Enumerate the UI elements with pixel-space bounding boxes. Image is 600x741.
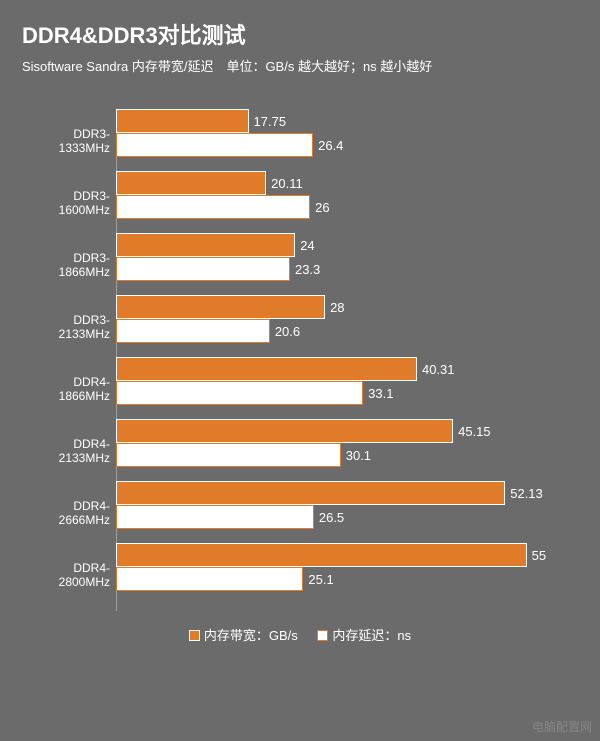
category-label: DDR4-2666MHz [22, 499, 110, 527]
plot-area: DDR3-1333MHz17.7526.4 DDR3-1600MHz20.1126… [116, 109, 564, 591]
bar-value-label: 24 [294, 234, 314, 258]
bar-group: DDR4-2666MHz52.1326.5 [116, 481, 564, 529]
legend: 内存带宽：GB/s 内存延迟：ns [22, 625, 578, 644]
bar-latency: 26.5 [116, 505, 314, 529]
legend-item-bandwidth: 内存带宽：GB/s [189, 625, 298, 644]
chart-title: DDR4&DDR3对比测试 [22, 18, 578, 50]
category-label: DDR3-1866MHz [22, 251, 110, 279]
chart-subtitle: Sisoftware Sandra 内存带宽/延迟 单位：GB/s 越大越好；n… [22, 56, 578, 75]
category-label: DDR4-2133MHz [22, 437, 110, 465]
category-label: DDR3-2133MHz [22, 313, 110, 341]
legend-label-bandwidth: 内存带宽：GB/s [204, 628, 298, 643]
legend-swatch-bandwidth [189, 630, 200, 641]
bar-value-label: 20.11 [265, 172, 303, 196]
bar-latency: 20.6 [116, 319, 270, 343]
bar-bandwidth: 52.13 [116, 481, 505, 505]
bar-latency: 26 [116, 195, 310, 219]
watermark: 电脑配置网 [532, 718, 592, 735]
legend-item-latency: 内存延迟：ns [317, 625, 411, 644]
bar-group: DDR4-2800MHz5525.1 [116, 543, 564, 591]
bar-value-label: 20.6 [269, 320, 300, 344]
bar-value-label: 33.1 [362, 382, 393, 406]
bar-bandwidth: 24 [116, 233, 295, 257]
bar-latency: 30.1 [116, 443, 341, 467]
bar-group: DDR3-1866MHz2423.3 [116, 233, 564, 281]
category-label: DDR3-1333MHz [22, 127, 110, 155]
bar-value-label: 23.3 [289, 258, 320, 282]
category-label: DDR4-2800MHz [22, 561, 110, 589]
bar-value-label: 28 [324, 296, 344, 320]
bar-bandwidth: 20.11 [116, 171, 266, 195]
bar-group: DDR3-2133MHz2820.6 [116, 295, 564, 343]
bar-value-label: 26 [309, 196, 329, 220]
bar-value-label: 55 [526, 544, 546, 568]
bar-latency: 33.1 [116, 381, 363, 405]
category-label: DDR3-1600MHz [22, 189, 110, 217]
bar-value-label: 25.1 [302, 568, 333, 592]
bar-group: DDR4-1866MHz40.3133.1 [116, 357, 564, 405]
bar-group: DDR3-1333MHz17.7526.4 [116, 109, 564, 157]
bar-bandwidth: 40.31 [116, 357, 417, 381]
legend-swatch-latency [317, 630, 328, 641]
bar-value-label: 40.31 [416, 358, 455, 382]
bar-group: DDR4-2133MHz45.1530.1 [116, 419, 564, 467]
bar-bandwidth: 55 [116, 543, 527, 567]
category-label: DDR4-1866MHz [22, 375, 110, 403]
bar-value-label: 17.75 [248, 110, 287, 134]
bar-latency: 23.3 [116, 257, 290, 281]
bar-value-label: 26.4 [312, 134, 343, 158]
chart-container: DDR4&DDR3对比测试 Sisoftware Sandra 内存带宽/延迟 … [0, 0, 600, 741]
bar-bandwidth: 17.75 [116, 109, 249, 133]
bar-group: DDR3-1600MHz20.1126 [116, 171, 564, 219]
bar-value-label: 45.15 [452, 420, 491, 444]
bar-bandwidth: 28 [116, 295, 325, 319]
bar-bandwidth: 45.15 [116, 419, 453, 443]
bar-latency: 25.1 [116, 567, 303, 591]
bar-latency: 26.4 [116, 133, 313, 157]
legend-label-latency: 内存延迟：ns [332, 628, 411, 643]
bar-value-label: 26.5 [313, 506, 344, 530]
bar-value-label: 30.1 [340, 444, 371, 468]
bar-value-label: 52.13 [504, 482, 543, 506]
